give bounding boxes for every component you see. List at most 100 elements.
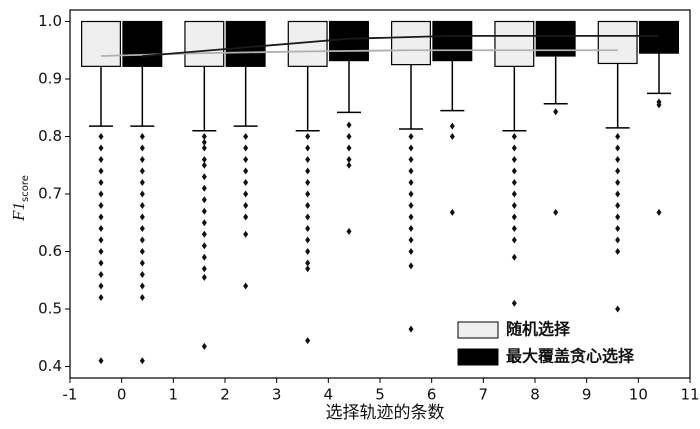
x-tick-label: 7 (479, 386, 489, 404)
y-label-main: F1 (9, 202, 28, 222)
x-tick-label: 6 (427, 386, 437, 404)
outlier (511, 190, 517, 198)
outlier (511, 167, 517, 175)
x-tick-label: 11 (680, 386, 699, 404)
outlier (201, 265, 207, 273)
outlier (305, 248, 311, 255)
outlier (305, 213, 311, 221)
outlier (201, 342, 207, 350)
outlier (346, 121, 352, 129)
outlier (408, 133, 414, 140)
outlier (615, 190, 621, 198)
outlier (346, 161, 352, 169)
outlier (98, 282, 104, 290)
outlier (243, 282, 249, 290)
legend-swatch (457, 321, 499, 339)
outlier (305, 337, 311, 345)
outlier (139, 225, 145, 232)
outlier (511, 253, 517, 261)
outlier (615, 202, 621, 209)
box (81, 20, 121, 67)
outlier (98, 271, 104, 278)
outlier (201, 219, 207, 227)
outlier (139, 179, 145, 186)
y-axis-label: F1score (9, 175, 31, 222)
outlier (243, 167, 249, 175)
outlier (201, 144, 207, 152)
outlier (305, 167, 311, 175)
outlier (139, 236, 145, 244)
outlier (139, 282, 145, 290)
outlier (98, 167, 104, 175)
outlier (98, 133, 104, 140)
outlier (139, 294, 145, 301)
outlier (408, 179, 414, 186)
outlier (346, 144, 352, 152)
box (391, 20, 431, 66)
outlier (98, 156, 104, 163)
outlier (408, 262, 414, 270)
outlier (656, 101, 662, 109)
outlier (408, 167, 414, 175)
box (597, 20, 638, 65)
outlier (139, 271, 145, 278)
outlier (511, 213, 517, 221)
outlier (98, 236, 104, 244)
outlier (408, 144, 414, 152)
y-label-sub: score (20, 175, 31, 202)
outlier (139, 259, 145, 267)
outlier (615, 179, 621, 186)
outlier (305, 236, 311, 244)
plot-frame (69, 9, 691, 379)
outlier (139, 190, 145, 198)
legend-swatch (457, 348, 499, 366)
outlier (305, 265, 311, 273)
outlier (305, 179, 311, 186)
box (432, 20, 473, 62)
outlier (201, 253, 207, 261)
outlier (615, 225, 621, 232)
outlier (305, 133, 311, 140)
outlier (449, 122, 455, 130)
box (329, 20, 369, 62)
outlier (139, 248, 145, 255)
outlier (139, 357, 145, 365)
y-tick-label: 0.5 (38, 300, 62, 318)
outlier (305, 202, 311, 209)
y-tick-label: 0.8 (38, 127, 62, 145)
outlier (615, 248, 621, 255)
outlier (408, 190, 414, 198)
y-tick-label: 0.9 (38, 70, 62, 88)
outlier (408, 213, 414, 221)
outlier (305, 156, 311, 163)
legend-label: 随机选择 (506, 320, 571, 339)
outlier (243, 190, 249, 198)
outlier (656, 208, 662, 216)
y-tick-label: 0.4 (38, 357, 62, 375)
x-tick-label: -1 (63, 386, 78, 404)
y-tick-label: 1.0 (38, 12, 62, 30)
box (494, 20, 535, 67)
outlier (553, 208, 559, 216)
outlier (98, 259, 104, 267)
outlier (305, 144, 311, 152)
outlier (98, 202, 104, 209)
x-tick-label: 8 (530, 386, 540, 404)
outlier (243, 202, 249, 209)
outlier (98, 357, 104, 365)
outlier (139, 133, 145, 140)
outlier (305, 225, 311, 232)
outlier (511, 144, 517, 152)
outlier (615, 305, 621, 313)
outlier (201, 138, 207, 146)
x-tick-label: 5 (375, 386, 385, 404)
x-tick-label: 2 (220, 386, 230, 404)
outlier (201, 133, 207, 140)
y-tick-label: 0.6 (38, 242, 62, 260)
outlier (98, 248, 104, 255)
outlier (98, 179, 104, 186)
outlier (511, 299, 517, 307)
outlier (243, 156, 249, 163)
